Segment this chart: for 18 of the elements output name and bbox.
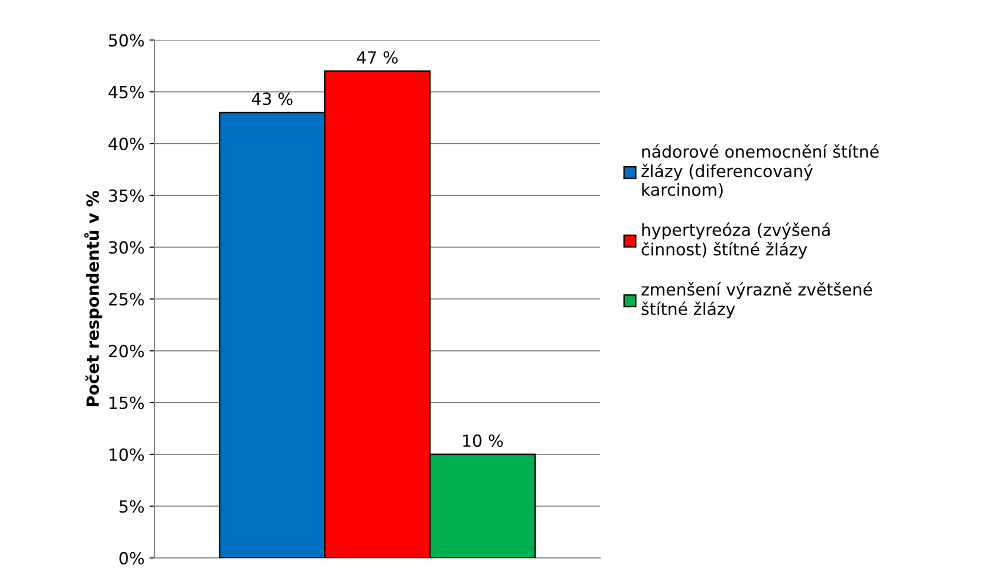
- data-label: 47 %: [357, 51, 398, 64]
- legend-label: nádorové onemocnění štítné žlázy (diferencovaný karcinom): [641, 144, 879, 198]
- y-tick-label: 25%: [108, 292, 144, 306]
- legend-label: hypertyreóza (zvýšená činnost) štítné žlázy: [642, 222, 830, 259]
- y-axis-title: Počet respondentů v %: [84, 190, 102, 406]
- y-tick-label: 15%: [110, 396, 144, 410]
- y-tick-label: 35%: [109, 189, 144, 202]
- y-tick-label: 30%: [109, 241, 144, 254]
- y-tick-label: 5%: [120, 500, 144, 513]
- y-tick-label: 0%: [119, 552, 144, 565]
- y-tick-label: 40%: [108, 138, 144, 150]
- data-label: 10 %: [463, 434, 503, 447]
- y-tick-label: 10%: [110, 448, 144, 461]
- y-tick-label: 50%: [109, 34, 144, 47]
- y-tick-label: 20%: [108, 344, 144, 358]
- data-label: 43 %: [252, 92, 292, 106]
- y-tick-label: 45%: [108, 86, 144, 98]
- legend-label: zmenšení výrazně zvětšené štítné žlázy: [641, 282, 872, 318]
